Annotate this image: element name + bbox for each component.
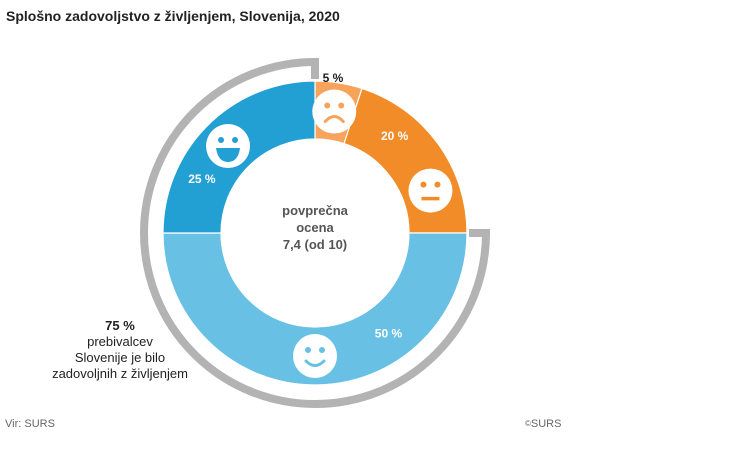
- slice-label-3: 50 %: [375, 326, 403, 340]
- highlight-bracket-layer: [140, 57, 491, 408]
- chart-title: Splošno zadovoljstvo z življenjem, Slove…: [6, 8, 340, 24]
- sad-face-icon: [312, 89, 357, 134]
- center-label-line2: ocena: [296, 220, 334, 235]
- copyright-note: ©SURS: [525, 418, 561, 430]
- slice-3: [162, 232, 468, 386]
- icon-layer: [206, 89, 453, 378]
- highlight-bracket: [140, 57, 491, 408]
- center-label-line3: 7,4 (od 10): [282, 237, 348, 252]
- slice-label-1: 5 %: [323, 71, 344, 85]
- center-label-line1: povprečna: [282, 203, 348, 218]
- label-layer: 5 % 20 % 50 % 25 %: [188, 71, 408, 340]
- satisfied-share-text-1: prebivalcev: [87, 334, 153, 349]
- copyright-text: SURS: [530, 418, 562, 430]
- big-smile-face-icon: [206, 124, 251, 169]
- satisfied-share-value: 75 %: [105, 318, 135, 333]
- smile-face-icon: [293, 334, 337, 378]
- satisfied-share-text-3: zadovoljnih z življenjem: [52, 366, 188, 381]
- center-label: povprečna ocena 7,4 (od 10): [255, 202, 375, 253]
- satisfied-share-note: 75 % prebivalcev Slovenije je bilo zadov…: [20, 318, 220, 382]
- source-note: Vir: SURS: [5, 418, 55, 430]
- copyright-symbol: ©: [525, 419, 531, 428]
- slice-label-2: 20 %: [381, 129, 409, 143]
- neutral-face-icon: [408, 168, 453, 213]
- satisfied-share-text-2: Slovenije je bilo: [74, 350, 166, 365]
- slice-label-4: 25 %: [188, 172, 216, 186]
